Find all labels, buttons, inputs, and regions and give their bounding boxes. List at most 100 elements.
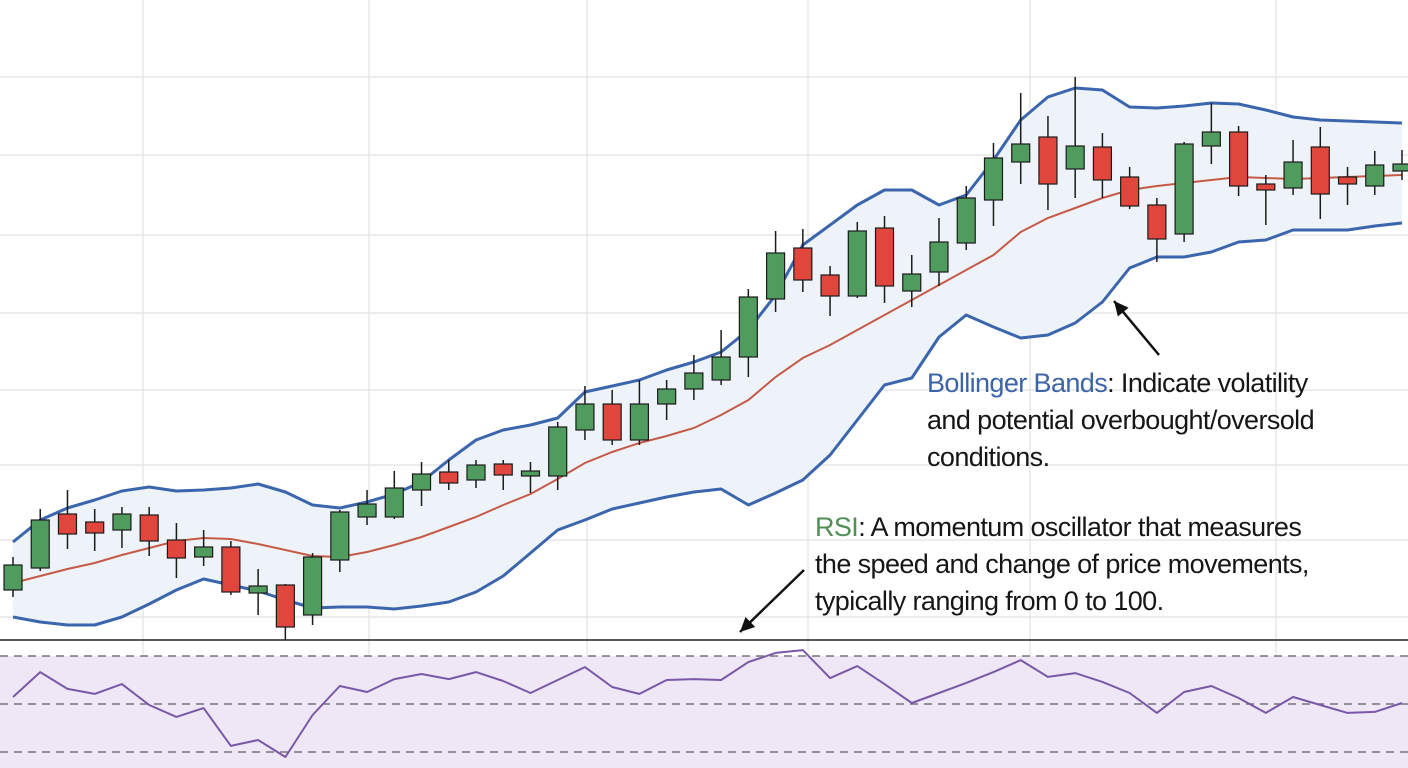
candle-bullish bbox=[1011, 93, 1031, 184]
candle-bearish bbox=[85, 509, 105, 551]
bollinger-annotation: Bollinger Bands: Indicate volatility and… bbox=[927, 365, 1315, 476]
candle-bullish bbox=[575, 386, 595, 440]
rsi-panel bbox=[0, 639, 1408, 768]
middle-band-line bbox=[12, 174, 1403, 584]
candle-bearish bbox=[493, 460, 513, 490]
candle-body bbox=[221, 546, 241, 593]
candle-body bbox=[439, 471, 459, 484]
candle-body bbox=[248, 585, 268, 594]
candle-bullish bbox=[956, 186, 976, 250]
bollinger-text-3: conditions. bbox=[927, 442, 1050, 472]
candle-bullish bbox=[302, 553, 323, 625]
candle-body bbox=[1310, 146, 1330, 195]
rsi-annotation: RSI: A momentum oscillator that measures… bbox=[815, 509, 1309, 620]
rsi-text-3: typically ranging from 0 to 100. bbox=[815, 586, 1164, 616]
candle-body bbox=[1038, 136, 1058, 185]
candle-body bbox=[1120, 176, 1140, 207]
rsi-arrow-shaft bbox=[739, 569, 805, 633]
candle-body bbox=[411, 473, 432, 491]
candle-bearish bbox=[221, 541, 241, 595]
candle-bullish bbox=[330, 510, 350, 572]
candle-bearish bbox=[1147, 198, 1167, 262]
candle-body bbox=[30, 519, 50, 569]
rsi-text-1: : A momentum oscillator that measures bbox=[858, 512, 1302, 542]
candle-body bbox=[139, 514, 159, 542]
rsi-term: RSI bbox=[815, 512, 859, 542]
candle-bullish bbox=[929, 218, 949, 286]
candle-bearish bbox=[1256, 175, 1276, 225]
candle-bullish bbox=[1201, 103, 1221, 164]
candle-bearish bbox=[602, 390, 622, 445]
candle-body bbox=[85, 521, 105, 534]
candle-body bbox=[57, 513, 78, 535]
candle-bearish bbox=[275, 584, 295, 640]
candle-body bbox=[1201, 131, 1221, 147]
candle-body bbox=[629, 403, 650, 441]
candle-body bbox=[711, 356, 731, 381]
band-fill bbox=[13, 88, 1402, 625]
candle-body bbox=[1337, 176, 1358, 185]
candle-body bbox=[194, 546, 214, 558]
candle-bullish bbox=[657, 380, 677, 420]
candle-bearish bbox=[793, 229, 813, 292]
candle-bearish bbox=[1120, 167, 1140, 209]
candle-bearish bbox=[1092, 133, 1113, 198]
candle-bullish bbox=[629, 380, 650, 445]
candle-bullish bbox=[1365, 151, 1385, 195]
rsi-text-2: the speed and change of price movements, bbox=[815, 549, 1309, 579]
candle-bearish bbox=[1337, 167, 1358, 205]
candle-body bbox=[384, 487, 404, 518]
candle-body bbox=[330, 511, 350, 561]
candle-bullish bbox=[847, 222, 867, 298]
bollinger-term: Bollinger Bands bbox=[927, 368, 1108, 398]
candle-body bbox=[357, 503, 377, 518]
candle-bullish bbox=[466, 460, 486, 488]
candle-bullish bbox=[1174, 142, 1194, 242]
candle-body bbox=[1011, 143, 1031, 163]
rsi-arrow-head bbox=[740, 616, 756, 632]
candle-bearish bbox=[439, 460, 459, 490]
candle-body bbox=[302, 556, 323, 616]
candle-body bbox=[1092, 146, 1113, 181]
candle-body bbox=[548, 426, 568, 477]
candle-body bbox=[820, 274, 840, 297]
candle-body bbox=[793, 247, 813, 281]
candle-bullish bbox=[738, 289, 758, 377]
candle-bullish bbox=[357, 490, 377, 525]
lower-band-line bbox=[12, 221, 1403, 627]
candle-bullish bbox=[902, 255, 922, 307]
bollinger-text-2: and potential overbought/oversold bbox=[927, 405, 1315, 435]
candle-bullish bbox=[520, 462, 541, 493]
candle-body bbox=[3, 564, 23, 591]
candle-bullish bbox=[30, 509, 50, 571]
upper-band-line bbox=[12, 86, 1403, 544]
candle-body bbox=[902, 273, 922, 292]
candle-body bbox=[847, 230, 867, 297]
candle-body bbox=[112, 513, 132, 531]
candle-body bbox=[684, 372, 704, 390]
candle-body bbox=[1283, 161, 1303, 189]
candles bbox=[3, 77, 1408, 640]
bollinger-text-1: : Indicate volatility bbox=[1107, 368, 1308, 398]
rsi-line bbox=[12, 649, 1403, 758]
candle-bullish bbox=[3, 557, 23, 597]
candle-bullish bbox=[384, 471, 404, 519]
candle-body bbox=[520, 470, 541, 477]
candle-body bbox=[956, 197, 976, 244]
candle-body bbox=[874, 227, 895, 287]
candle-body bbox=[657, 388, 677, 405]
candle-body bbox=[575, 403, 595, 431]
candle-bearish bbox=[820, 266, 840, 316]
candle-bullish bbox=[1392, 150, 1408, 180]
candle-bullish bbox=[194, 530, 214, 566]
candle-body bbox=[929, 241, 949, 273]
candle-body bbox=[1065, 145, 1085, 170]
candle-body bbox=[166, 539, 187, 559]
candle-body bbox=[1256, 183, 1276, 191]
candle-bearish bbox=[139, 507, 159, 556]
candle-bullish bbox=[684, 355, 704, 400]
candle-bearish bbox=[874, 216, 895, 303]
candle-bullish bbox=[1283, 140, 1303, 195]
candle-bullish bbox=[248, 569, 268, 615]
